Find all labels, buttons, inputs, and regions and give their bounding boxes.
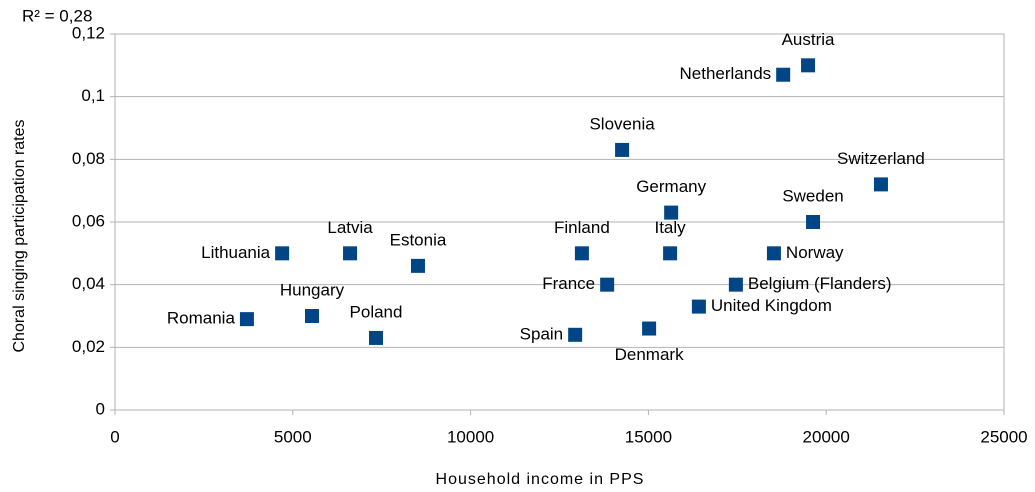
point-label: Netherlands xyxy=(680,64,772,83)
point-label: Latvia xyxy=(327,218,373,237)
y-tick-label: 0,12 xyxy=(72,23,105,42)
y-tick-label: 0 xyxy=(96,399,105,418)
point xyxy=(615,142,630,157)
point-label: United Kingdom xyxy=(711,296,832,315)
point-label: Lithuania xyxy=(201,243,271,262)
y-tick-label: 0,1 xyxy=(81,86,105,105)
plot-frame xyxy=(114,33,1005,411)
point-label: Switzerland xyxy=(837,149,925,168)
point xyxy=(343,246,358,261)
y-tick-label: 0,08 xyxy=(72,149,105,168)
x-axis-title: Household income in PPS xyxy=(436,471,645,488)
point xyxy=(806,215,821,229)
y-tick-label: 0,06 xyxy=(72,211,105,230)
y-tick-label: 0,02 xyxy=(72,337,105,356)
point-label: Spain xyxy=(520,324,563,343)
x-tick-label: 25000 xyxy=(980,427,1027,446)
point xyxy=(664,205,679,220)
point xyxy=(305,309,320,323)
point xyxy=(275,246,290,261)
point xyxy=(239,312,254,327)
point-label: Austria xyxy=(782,30,835,49)
point-label: Sweden xyxy=(782,186,843,205)
point-label: Estonia xyxy=(390,230,447,249)
point-label: Italy xyxy=(654,218,686,237)
y-tick-label: 0,04 xyxy=(72,274,105,293)
x-tick-label: 10000 xyxy=(447,427,494,446)
point-label: Germany xyxy=(636,177,706,196)
point xyxy=(776,67,791,82)
point xyxy=(766,246,781,261)
x-tick-label: 15000 xyxy=(625,427,672,446)
point xyxy=(801,58,816,73)
point-label: Finland xyxy=(554,218,610,237)
point-label: France xyxy=(542,274,595,293)
point-label: Norway xyxy=(786,243,844,262)
point xyxy=(574,246,589,261)
x-tick-label: 20000 xyxy=(803,427,850,446)
point xyxy=(663,246,678,261)
x-tick-label: 5000 xyxy=(274,427,312,446)
point-label: Belgium (Flanders) xyxy=(748,274,892,293)
y-axis-title: Choral singing participation rates xyxy=(11,119,28,352)
point-label: Slovenia xyxy=(589,114,655,133)
point-label: Hungary xyxy=(280,280,345,299)
point xyxy=(600,277,615,292)
point-label: Romania xyxy=(167,309,236,328)
point xyxy=(568,327,583,342)
point-label: Poland xyxy=(350,302,403,321)
point xyxy=(642,321,657,336)
point-label: Denmark xyxy=(615,345,684,364)
point xyxy=(873,177,888,192)
point xyxy=(691,299,706,314)
point xyxy=(728,277,743,292)
point xyxy=(369,330,384,345)
point xyxy=(410,258,425,273)
x-tick-label: 0 xyxy=(110,427,119,446)
annotation: R² = 0,28 xyxy=(22,6,92,25)
